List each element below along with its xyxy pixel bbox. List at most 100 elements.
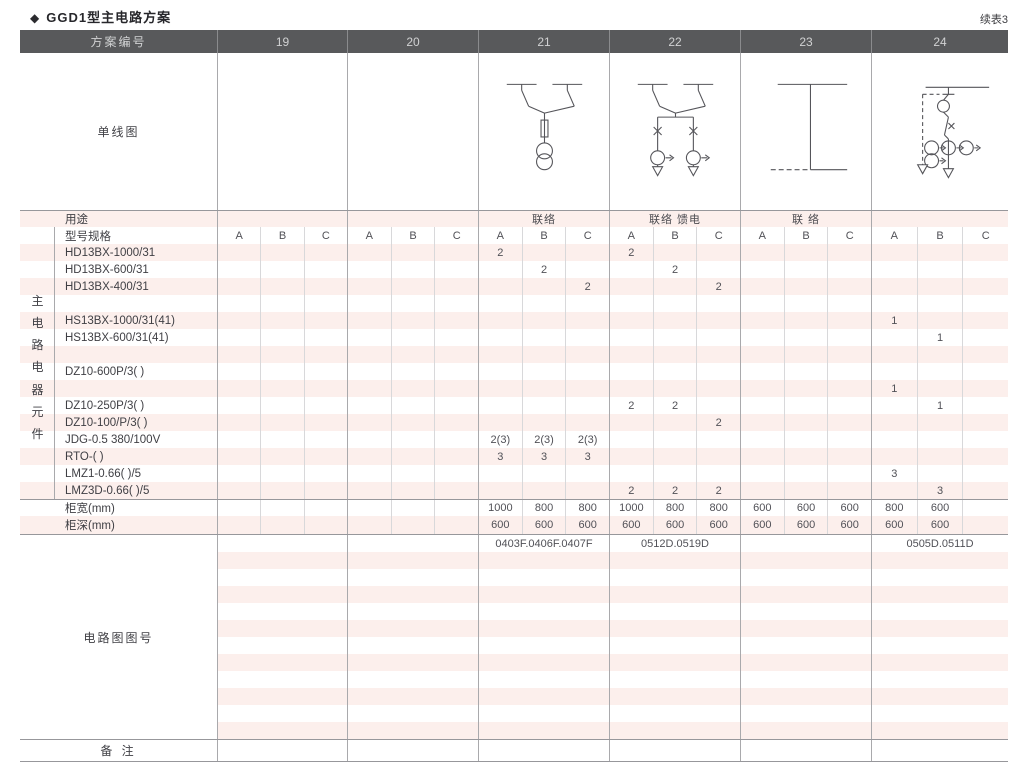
component-col-19 (217, 414, 347, 431)
component-row: RTO-( ) 3 3 3 (20, 448, 1008, 465)
component-col-19 (217, 431, 347, 448)
diagram-no-cell-22: 0512D.0519D (609, 535, 740, 552)
component-cols (217, 346, 1008, 363)
component-label-cell: HD13BX-600/31 (20, 261, 217, 278)
component-col-21 (478, 346, 609, 363)
empty-cell-23 (740, 671, 871, 688)
component-col-23 (740, 397, 871, 414)
data-cell-21A (479, 312, 522, 329)
component-cols: 2 (217, 414, 1008, 431)
component-label-cell (20, 380, 217, 397)
component-label: LMZ1-0.66( )/5 (65, 467, 142, 480)
data-cell-23A (741, 244, 784, 261)
data-cell-24C (962, 414, 1008, 431)
component-label-cell: LMZ1-0.66( )/5 (20, 465, 217, 482)
cabinet-width-col-22: 1000 800 800 (609, 500, 740, 516)
data-cell-23B (783, 380, 828, 397)
component-col-24: 1 (871, 312, 1008, 329)
data-cell-20C (434, 329, 478, 346)
data-cell-22B (652, 414, 697, 431)
side-label-strip (20, 244, 55, 261)
component-col-19 (217, 295, 347, 312)
data-cell-19B (260, 397, 303, 414)
data-cell-21A (479, 465, 522, 482)
data-cell-24A (872, 431, 917, 448)
data-cell-21B (521, 278, 566, 295)
component-label-cell (20, 346, 217, 363)
data-cell-20A (348, 380, 391, 397)
subheader-cell-20C: C (434, 227, 478, 244)
component-label-cell: HS13BX-1000/31(41) (20, 312, 217, 329)
subheader-cell-23B: B (783, 227, 828, 244)
empty-cell-23 (740, 620, 871, 637)
data-cell-19C (303, 397, 347, 414)
component-col-22 (609, 295, 740, 312)
empty-cell-24 (871, 722, 1008, 739)
diagram-cell-20 (347, 53, 478, 210)
data-cell-21C (565, 414, 609, 431)
side-label-strip (20, 329, 55, 346)
remark-label: 备 注 (100, 744, 137, 758)
data-cell-20B (390, 244, 435, 261)
diagram-cells (217, 53, 1008, 210)
data-cell-22A (610, 295, 653, 312)
data-cell-22B (652, 329, 697, 346)
component-col-22: 2 (609, 414, 740, 431)
data-cell-23A (741, 278, 784, 295)
data-cell-21A (479, 380, 522, 397)
component-col-22: 2 (609, 244, 740, 261)
empty-cell-22 (609, 586, 740, 603)
data-cell-24C (962, 380, 1008, 397)
data-cell-24C (962, 312, 1008, 329)
data-cell-22C (696, 431, 740, 448)
circuit-diagram-number-label: 电路图图号 (83, 630, 154, 645)
data-cell-20C (434, 346, 478, 363)
subheader-cell-19B: B (260, 227, 303, 244)
header-col-23: 23 (740, 30, 871, 53)
component-col-23 (740, 465, 871, 482)
data-cell-22C (696, 380, 740, 397)
data-cell-20A (348, 516, 391, 534)
data-cell-22B (652, 346, 697, 363)
data-cell-21B (521, 244, 566, 261)
data-cell-19B (260, 346, 303, 363)
data-cell-23C (827, 312, 871, 329)
data-cell-19C (303, 448, 347, 465)
data-cell-19B (260, 329, 303, 346)
data-cell-20A (348, 448, 391, 465)
component-col-19 (217, 380, 347, 397)
data-cell-21C (565, 397, 609, 414)
cabinet-depth-col-20 (347, 516, 478, 534)
data-cell-24C (962, 363, 1008, 380)
data-cell-24A: 1 (891, 314, 898, 327)
component-label-cell: HS13BX-600/31(41) (20, 329, 217, 346)
data-cell-24B (916, 380, 963, 397)
header-col-20: 20 (347, 30, 478, 53)
component-label-cell: DZ10-600P/3( ) (20, 363, 217, 380)
data-cell-20B (390, 278, 435, 295)
component-col-23 (740, 244, 871, 261)
component-col-20 (347, 465, 478, 482)
component-col-20 (347, 346, 478, 363)
header-col-19: 19 (217, 30, 347, 53)
empty-row (217, 552, 1008, 569)
data-cell-21A: 600 (491, 519, 510, 531)
data-cell-22B: 2 (652, 261, 697, 278)
data-cell-22A (610, 414, 653, 431)
side-label-strip (20, 295, 55, 312)
data-cell-24B (916, 346, 963, 363)
data-cell-24A (872, 329, 917, 346)
subheader-cell-20A: A (365, 229, 373, 242)
data-cell-22B (652, 312, 697, 329)
component-col-19 (217, 346, 347, 363)
component-label: HD13BX-600/31 (65, 263, 149, 276)
title-bar: ◆ GGD1型主电路方案 续表3 (0, 0, 1028, 30)
spec-header-label: 型号规格 (65, 230, 111, 243)
empty-cell-24 (871, 620, 1008, 637)
subheader-cell-23C: C (827, 227, 871, 244)
cabinet-depth-col-22: 600 600 600 (609, 516, 740, 534)
